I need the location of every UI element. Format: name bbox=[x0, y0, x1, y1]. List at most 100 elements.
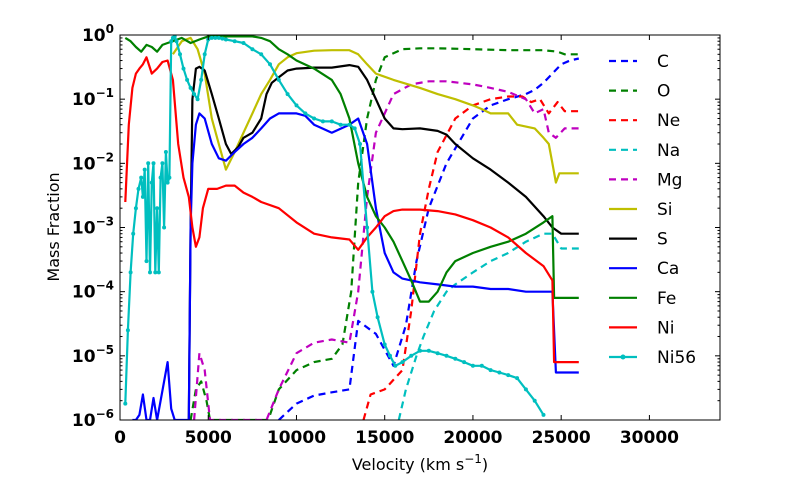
series-point-ni56 bbox=[470, 363, 475, 368]
series-line-si bbox=[171, 36, 579, 184]
series-point-ni56 bbox=[259, 52, 264, 57]
series-point-ni56 bbox=[155, 206, 160, 211]
series-point-ni56 bbox=[250, 47, 255, 52]
legend-label-ca: Ca bbox=[657, 259, 679, 279]
series-point-ni56 bbox=[488, 368, 493, 373]
series-point-ni56 bbox=[409, 353, 414, 358]
x-tick-label: 25000 bbox=[532, 428, 591, 448]
series-point-ni56 bbox=[174, 39, 179, 44]
legend-label-ne: Ne bbox=[657, 111, 680, 131]
series-point-ni56 bbox=[199, 77, 204, 82]
series-point-ni56 bbox=[185, 77, 190, 82]
plot-frame bbox=[119, 34, 721, 421]
series-point-ni56 bbox=[329, 119, 334, 124]
series-point-ni56 bbox=[338, 122, 343, 127]
y-tick-label: 10−2 bbox=[72, 150, 114, 174]
x-tick-label: 10000 bbox=[267, 428, 326, 448]
series-point-ni56 bbox=[160, 161, 165, 166]
legend-label-ni56: Ni56 bbox=[657, 348, 696, 368]
series-point-ni56 bbox=[232, 39, 237, 44]
x-tick-label: 5000 bbox=[185, 428, 232, 448]
series-point-ni56 bbox=[125, 328, 130, 333]
x-tick-label: 0 bbox=[114, 428, 126, 448]
series-point-ni56 bbox=[241, 41, 246, 45]
series-point-ni56 bbox=[156, 270, 161, 275]
series-point-ni56 bbox=[400, 360, 405, 365]
series-point-ni56 bbox=[515, 376, 520, 381]
series-point-ni56 bbox=[178, 52, 182, 57]
series-point-ni56 bbox=[444, 353, 449, 358]
y-axis-label: Mass Fraction bbox=[44, 172, 63, 281]
series-point-ni56 bbox=[167, 175, 172, 180]
legend-label-s: S bbox=[657, 230, 668, 250]
series-point-ni56 bbox=[181, 66, 186, 71]
legend-swatch-dot-ni56 bbox=[620, 354, 626, 360]
series-point-ni56 bbox=[223, 37, 228, 42]
series-line-s bbox=[187, 63, 579, 420]
series-point-ni56 bbox=[426, 348, 431, 353]
series-point-ni56 bbox=[375, 315, 380, 320]
series-point-ni56 bbox=[303, 111, 308, 116]
legend-label-na: Na bbox=[657, 141, 680, 161]
series-point-ni56 bbox=[370, 289, 375, 294]
series-point-ni56 bbox=[216, 35, 221, 40]
series-point-ni56 bbox=[352, 126, 357, 131]
series-point-ni56 bbox=[285, 92, 290, 97]
series-point-ni56 bbox=[453, 356, 458, 361]
series-point-ni56 bbox=[523, 387, 528, 392]
legend-label-ni: Ni bbox=[657, 318, 674, 338]
series-point-ni56 bbox=[358, 142, 362, 146]
series-point-ni56 bbox=[123, 401, 128, 406]
series-point-ni56 bbox=[532, 398, 537, 403]
series-point-ni56 bbox=[146, 161, 151, 166]
series-point-ni56 bbox=[169, 39, 174, 44]
series-point-ni56 bbox=[148, 270, 152, 275]
series-line-o bbox=[189, 47, 579, 420]
series-point-ni56 bbox=[393, 363, 398, 368]
series-point-ni56 bbox=[163, 150, 168, 154]
series-point-ni56 bbox=[320, 119, 325, 124]
series-point-ni56 bbox=[312, 116, 317, 121]
series-point-ni56 bbox=[209, 35, 214, 40]
series-point-ni56 bbox=[188, 85, 193, 90]
y-tick-label: 10−1 bbox=[72, 86, 114, 110]
y-tick-label: 10−4 bbox=[72, 279, 114, 303]
series-line-c bbox=[278, 57, 580, 420]
y-tick-label: 10−6 bbox=[72, 407, 114, 431]
series-point-ni56 bbox=[142, 167, 147, 172]
y-tick-label: 10−3 bbox=[72, 215, 114, 239]
series-line-ca bbox=[132, 112, 579, 420]
x-axis-ticks: 0 5000 10000 15000 20000 25000 30000 bbox=[114, 35, 679, 448]
y-tick-label: 100 bbox=[82, 22, 114, 46]
series-point-ni56 bbox=[506, 373, 511, 378]
x-tick-label: 30000 bbox=[620, 428, 679, 448]
y-tick-label: 10−5 bbox=[72, 343, 114, 367]
series-point-ni56 bbox=[195, 97, 200, 102]
series-point-ni56 bbox=[497, 370, 502, 375]
series-layer bbox=[123, 35, 580, 420]
series-point-ni56 bbox=[158, 175, 163, 180]
series-point-ni56 bbox=[388, 353, 392, 358]
series-point-ni56 bbox=[136, 186, 141, 191]
series-point-ni56 bbox=[347, 122, 352, 127]
series-line-mg bbox=[193, 80, 579, 420]
series-point-ni56 bbox=[365, 225, 370, 230]
series-line-fe bbox=[124, 35, 579, 303]
series-point-ni56 bbox=[172, 35, 177, 39]
series-point-ni56 bbox=[192, 92, 197, 97]
series-point-ni56 bbox=[162, 225, 167, 230]
series-point-ni56 bbox=[140, 194, 145, 199]
series-point-ni56 bbox=[139, 175, 144, 180]
series-point-ni56 bbox=[268, 62, 272, 67]
series-point-ni56 bbox=[435, 351, 440, 356]
series-line-na bbox=[397, 232, 579, 420]
series-point-ni56 bbox=[149, 180, 154, 185]
series-point-ni56 bbox=[128, 270, 133, 275]
series-point-ni56 bbox=[151, 161, 156, 166]
series-point-ni56 bbox=[220, 36, 225, 41]
series-point-ni56 bbox=[153, 270, 158, 275]
legend-label-fe: Fe bbox=[657, 289, 676, 309]
series-point-ni56 bbox=[479, 363, 484, 368]
series-point-ni56 bbox=[144, 259, 149, 264]
